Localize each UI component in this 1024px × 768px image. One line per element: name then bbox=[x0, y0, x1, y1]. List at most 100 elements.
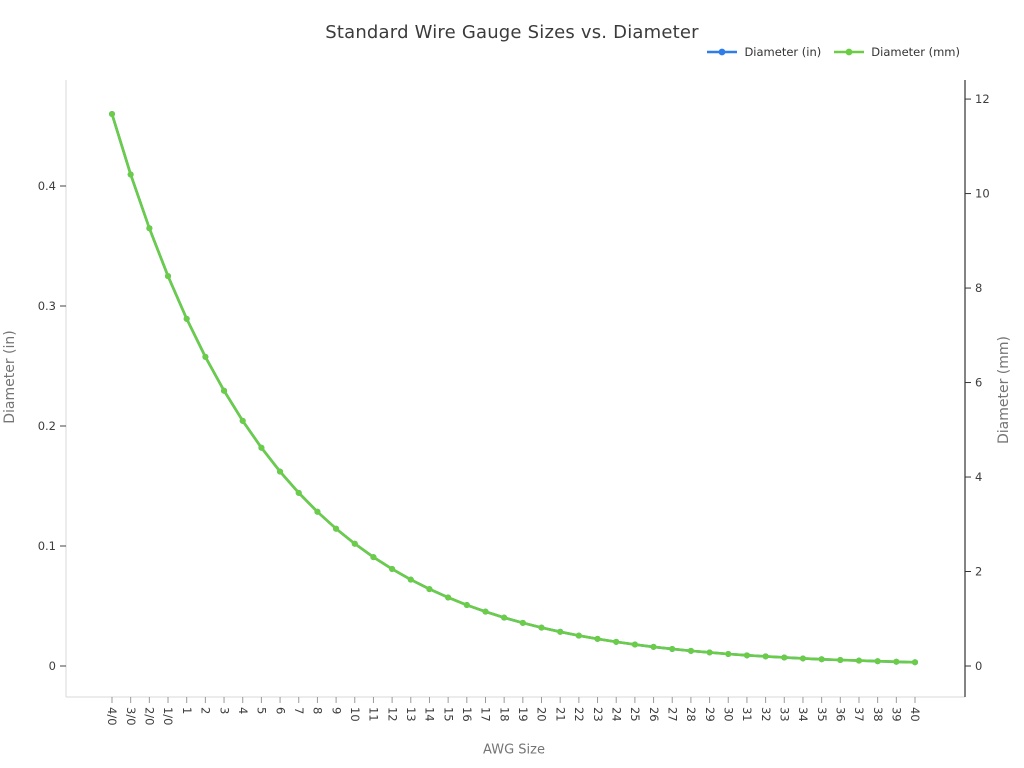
x-tick-label: 40 bbox=[908, 707, 922, 722]
data-point bbox=[519, 619, 526, 626]
data-point bbox=[575, 632, 582, 639]
x-tick-label: 7 bbox=[292, 707, 306, 714]
series-diameter-mm bbox=[109, 111, 918, 666]
x-tick-label: 5 bbox=[255, 707, 269, 714]
y-tick-label-left: 0 bbox=[49, 659, 56, 673]
x-tick-label: 16 bbox=[460, 707, 474, 722]
legend-item-diameter-in[interactable]: Diameter (in) bbox=[707, 45, 821, 59]
data-point bbox=[445, 594, 452, 601]
x-tick-label: 18 bbox=[497, 707, 511, 722]
data-point bbox=[258, 444, 265, 451]
x-tick-label: 6 bbox=[273, 707, 287, 714]
legend-swatch-line-icon bbox=[707, 48, 738, 56]
data-point bbox=[669, 645, 676, 652]
data-point bbox=[650, 643, 657, 650]
x-tick-label: 19 bbox=[516, 707, 530, 722]
x-tick-label: 15 bbox=[441, 707, 455, 722]
x-tick-label: 25 bbox=[628, 707, 642, 722]
x-tick-label: 17 bbox=[479, 707, 493, 722]
y-tick-label-right: 10 bbox=[975, 186, 990, 200]
x-tick-label: 9 bbox=[329, 707, 343, 714]
data-point bbox=[370, 554, 377, 561]
legend: Diameter (in) Diameter (mm) bbox=[707, 45, 960, 59]
data-point bbox=[277, 468, 284, 475]
data-point bbox=[799, 655, 806, 662]
data-point bbox=[202, 353, 209, 360]
x-tick-label: 34 bbox=[796, 707, 810, 722]
x-axis-title: AWG Size bbox=[483, 742, 545, 758]
x-tick-label: 20 bbox=[535, 707, 549, 722]
data-point bbox=[407, 576, 414, 583]
x-tick-label: 32 bbox=[759, 707, 773, 722]
x-tick-label: 2 bbox=[199, 707, 213, 714]
y-tick-label-right: 12 bbox=[975, 92, 990, 106]
data-point bbox=[874, 658, 881, 665]
chart-title: Standard Wire Gauge Sizes vs. Diameter bbox=[325, 22, 699, 43]
x-tick-label: 33 bbox=[777, 707, 791, 722]
y-tick-label-right: 0 bbox=[975, 659, 982, 673]
x-tick-label: 27 bbox=[665, 707, 679, 722]
x-tick-label: 39 bbox=[890, 707, 904, 722]
legend-item-diameter-mm[interactable]: Diameter (mm) bbox=[834, 45, 960, 59]
data-point bbox=[706, 649, 713, 656]
x-tick-label: 24 bbox=[609, 707, 623, 722]
data-point bbox=[538, 624, 545, 631]
y-tick-label-left: 0.3 bbox=[38, 299, 56, 313]
data-point bbox=[613, 638, 620, 645]
data-point bbox=[743, 652, 750, 659]
x-tick-label: 12 bbox=[385, 707, 399, 722]
y-tick-label-right: 8 bbox=[975, 281, 982, 295]
data-point bbox=[463, 602, 470, 609]
data-point bbox=[594, 635, 601, 642]
x-tick-label: 35 bbox=[815, 707, 829, 722]
y-axis-title-right: Diameter (mm) bbox=[996, 335, 1012, 445]
data-point bbox=[165, 273, 172, 280]
x-tick-label: 8 bbox=[311, 707, 325, 714]
x-tick-label: 3 bbox=[217, 707, 231, 714]
data-point bbox=[183, 315, 190, 322]
series-diameter-in bbox=[109, 111, 918, 666]
data-point bbox=[893, 658, 900, 665]
x-tick-label: 31 bbox=[740, 707, 754, 722]
y-tick-label-right: 6 bbox=[975, 375, 982, 389]
legend-label: Diameter (mm) bbox=[871, 45, 960, 59]
x-tick-label: 26 bbox=[647, 707, 661, 722]
data-point bbox=[426, 586, 433, 593]
data-point bbox=[109, 111, 115, 117]
data-point bbox=[351, 540, 358, 547]
x-tick-label: 14 bbox=[423, 707, 437, 722]
data-point bbox=[762, 653, 769, 660]
data-point bbox=[818, 656, 825, 663]
data-point bbox=[837, 657, 844, 663]
data-point bbox=[557, 628, 564, 635]
x-tick-label: 13 bbox=[404, 707, 418, 722]
data-point bbox=[855, 657, 862, 664]
y-tick-label-left: 0.4 bbox=[38, 179, 56, 193]
x-tick-label: 23 bbox=[591, 707, 605, 722]
y-axis-title-left: Diameter (in) bbox=[2, 330, 18, 424]
data-point bbox=[333, 525, 340, 532]
x-tick-label: 29 bbox=[703, 707, 717, 722]
x-tick-label: 1/0 bbox=[161, 707, 175, 726]
data-point bbox=[781, 654, 788, 661]
x-tick-label: 3/0 bbox=[124, 707, 138, 726]
x-tick-label: 22 bbox=[572, 707, 586, 722]
x-tick-label: 28 bbox=[684, 707, 698, 722]
y-tick-label-left: 0.1 bbox=[38, 539, 56, 553]
legend-label: Diameter (in) bbox=[744, 45, 822, 59]
axes-spines bbox=[65, 80, 966, 698]
y-axis-left: 0 0.1 0.2 0.3 0.4 bbox=[38, 179, 66, 673]
x-tick-label: 36 bbox=[834, 707, 848, 722]
data-point bbox=[146, 225, 153, 232]
y-tick-label-right: 4 bbox=[975, 470, 982, 484]
x-tick-label: 21 bbox=[553, 707, 567, 722]
x-tick-label: 38 bbox=[871, 707, 885, 722]
data-point bbox=[295, 489, 302, 496]
data-point bbox=[482, 608, 489, 615]
x-axis: 4/0 3/0 2/0 1/0 1 2 3 4 5 6 7 8 9 10 11 12 13 14 15 16 17 18 1… bbox=[105, 697, 922, 726]
x-tick-label: 10 bbox=[348, 707, 362, 722]
data-point bbox=[314, 508, 321, 515]
data-point bbox=[221, 387, 228, 394]
data-point bbox=[687, 647, 694, 654]
